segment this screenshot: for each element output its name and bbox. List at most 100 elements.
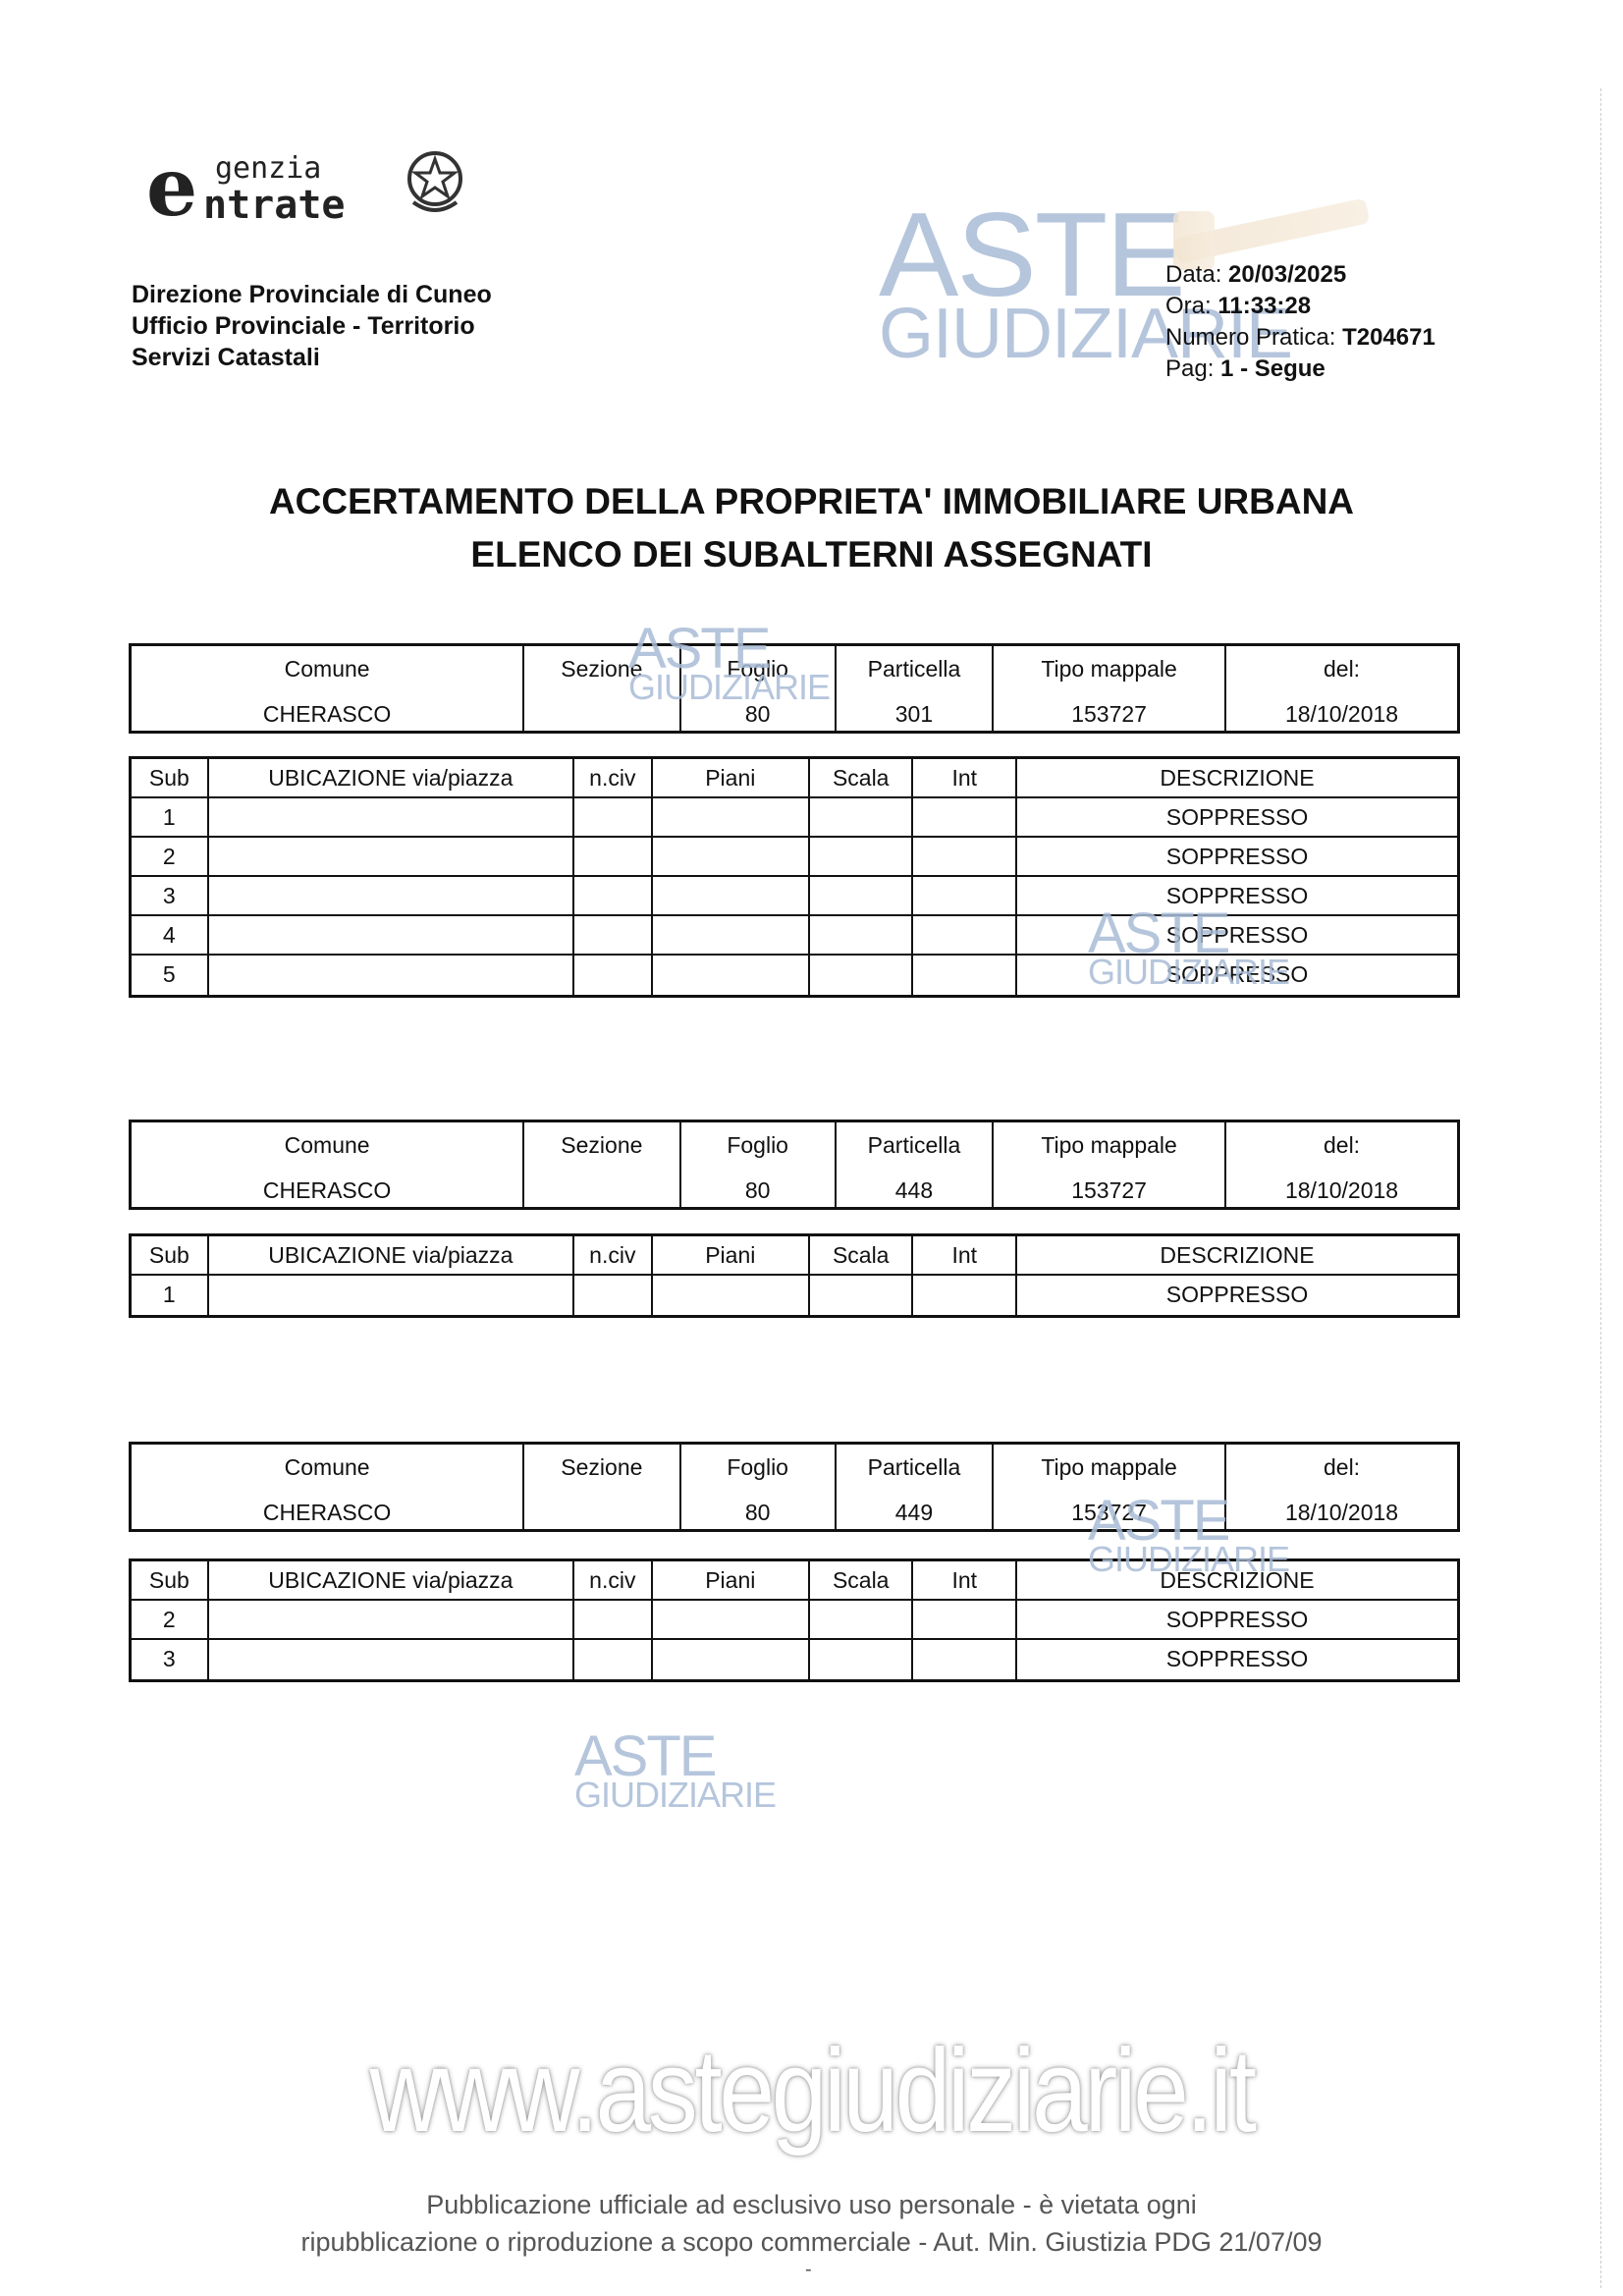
table-cell: [209, 838, 574, 875]
header-value: 80: [744, 701, 771, 727]
parcel-header-cell: del: 18/10/2018: [1226, 1445, 1457, 1529]
logo-text-bottom: ntrate: [203, 183, 346, 228]
table-cell: [209, 1640, 574, 1679]
header-label: Sezione: [561, 656, 643, 682]
table-cell: n.civ: [574, 759, 653, 796]
parcel-header-cell: Particella 448: [837, 1122, 995, 1207]
table-cell: [913, 1276, 1018, 1315]
table-cell: Scala: [810, 1561, 914, 1599]
parcel-header-table: Comune CHERASCO Sezione Foglio 80 Particella 4…: [129, 1442, 1460, 1532]
gavel-head-icon: [1173, 211, 1215, 270]
date-value: 20/03/2025: [1228, 261, 1347, 288]
table-cell: UBICAZIONE via/piazza: [209, 759, 574, 796]
office-line: Ufficio Provinciale - Territorio: [132, 312, 475, 340]
table-cell: [653, 798, 810, 836]
table-cell: SOPPRESSO: [1165, 922, 1309, 948]
table-cell: [913, 877, 1018, 914]
logo-letter: e: [146, 140, 198, 235]
table-cell: [574, 916, 653, 954]
page-edge-divider: [1600, 88, 1602, 2288]
parcel-header-cell: del: 18/10/2018: [1226, 1122, 1457, 1207]
agenzia-entrate-logo: e genzia ntrate: [146, 145, 470, 229]
parcel-header-cell: Sezione: [524, 1122, 681, 1207]
aste-watermark: ASTE GIUDIZIARIE: [574, 1724, 777, 1815]
office-address: Direzione Provinciale di Cuneo Ufficio P…: [132, 279, 492, 373]
header-value: 18/10/2018: [1284, 1500, 1399, 1525]
time-label: Ora:: [1165, 293, 1212, 319]
table-row: 3 SOPPRESSO: [132, 877, 1457, 916]
table-cell: 1: [132, 1276, 209, 1315]
table-cell: SOPPRESSO: [1165, 1646, 1309, 1671]
table-cell: [810, 1276, 914, 1315]
table-row: 1 SOPPRESSO: [132, 1276, 1457, 1315]
table-row: 2 SOPPRESSO: [132, 1601, 1457, 1640]
parcel-header-cell: Tipo mappale 153727: [994, 1122, 1227, 1207]
header-label: del:: [1323, 1454, 1361, 1480]
parcel-header-cell: Foglio 80: [681, 1122, 837, 1207]
parcel-header-cell: del: 18/10/2018: [1226, 646, 1457, 731]
date-label: Data:: [1165, 261, 1222, 288]
footer-dash: -: [805, 2259, 812, 2280]
header-value: 153727: [1071, 701, 1147, 727]
table-cell: [913, 798, 1018, 836]
page-value: 1 - Segue: [1220, 355, 1325, 382]
table-cell: [209, 1601, 574, 1638]
parcel-header-cell: Foglio 80: [681, 646, 837, 731]
table-cell: 2: [132, 838, 209, 875]
table-cell: [810, 877, 914, 914]
header-label: Foglio: [727, 1454, 788, 1480]
header-value: 449: [894, 1500, 934, 1525]
header-value: 448: [894, 1177, 934, 1203]
table-cell: [574, 1640, 653, 1679]
header-value: 80: [744, 1500, 771, 1525]
table-cell: [913, 1640, 1018, 1679]
table-cell: SOPPRESSO: [1165, 961, 1309, 987]
parcel-header-cell: Sezione: [524, 1445, 681, 1529]
table-cell: Sub: [132, 1561, 209, 1599]
parcel-header-cell: Comune CHERASCO: [132, 1122, 525, 1207]
header-label: Tipo mappale: [1041, 1454, 1177, 1480]
table-cell: Int: [913, 1236, 1018, 1274]
table-cell: SOPPRESSO: [1165, 1607, 1309, 1632]
page-title: ACCERTAMENTO DELLA PROPRIETA' IMMOBILIAR…: [0, 475, 1623, 581]
table-cell: Sub: [132, 759, 209, 796]
table-row: 5 SOPPRESSO: [132, 956, 1457, 995]
table-cell: [810, 916, 914, 954]
title-line: ACCERTAMENTO DELLA PROPRIETA' IMMOBILIAR…: [268, 481, 1355, 521]
table-cell: UBICAZIONE via/piazza: [209, 1561, 574, 1599]
header-value: 18/10/2018: [1284, 1177, 1399, 1203]
time-value: 11:33:28: [1217, 293, 1312, 319]
document-info: Data: 20/03/2025 Ora: 11:33:28 Numero Pr…: [1165, 259, 1435, 385]
table-cell: Piani: [653, 1236, 810, 1274]
table-cell: Scala: [810, 1236, 914, 1274]
pratica-value: T204671: [1342, 324, 1435, 351]
table-cell: [653, 956, 810, 995]
header-label: Particella: [867, 656, 961, 682]
table-cell: [810, 798, 914, 836]
parcel-header-table: Comune CHERASCO Sezione Foglio 80 Particella 3…: [129, 643, 1460, 734]
header-label: del:: [1323, 656, 1361, 682]
subalterni-table: Sub UBICAZIONE via/piazza n.civ Piani Scala I…: [129, 756, 1460, 998]
table-cell: Piani: [653, 1561, 810, 1599]
table-cell: [653, 916, 810, 954]
header-value: CHERASCO: [262, 701, 392, 727]
table-cell: Scala: [810, 759, 914, 796]
aste-watermark: ASTE GIUDIZIARIE: [628, 617, 831, 707]
header-value: 153727: [1071, 1177, 1147, 1203]
header-value: 18/10/2018: [1284, 701, 1399, 727]
header-label: Comune: [284, 1132, 370, 1158]
table-row: 1 SOPPRESSO: [132, 798, 1457, 838]
pratica-label: Numero Pratica:: [1165, 324, 1336, 351]
table-row: 2 SOPPRESSO: [132, 838, 1457, 877]
parcel-header-cell: Tipo mappale 153727: [994, 1445, 1227, 1529]
table-cell: SOPPRESSO: [1165, 1282, 1309, 1307]
table-cell: Int: [913, 1561, 1018, 1599]
header-label: Sezione: [561, 1132, 643, 1158]
header-value: 153727: [1071, 1500, 1147, 1525]
header-label: Particella: [867, 1454, 961, 1480]
table-cell: [209, 916, 574, 954]
table-row: 3 SOPPRESSO: [132, 1640, 1457, 1679]
table-cell: n.civ: [574, 1236, 653, 1274]
table-cell: SOPPRESSO: [1165, 883, 1309, 908]
footer-line: ripubblicazione o riproduzione a scopo c…: [300, 2227, 1323, 2257]
